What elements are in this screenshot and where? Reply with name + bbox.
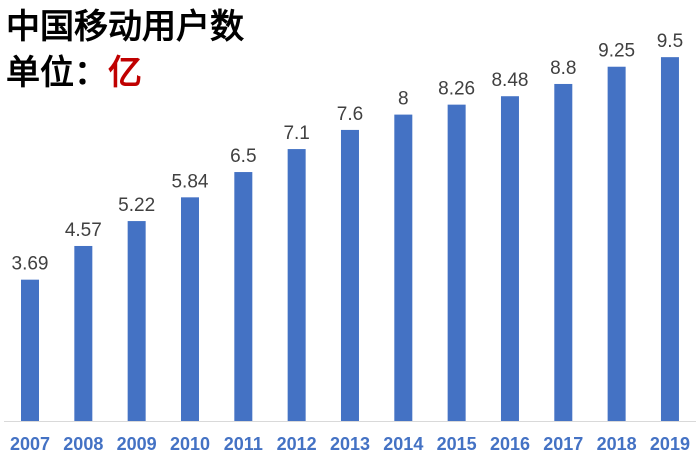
bar-2014 [394,114,413,421]
x-tick-2007: 2007 [10,434,50,454]
bar-2009 [127,221,146,421]
data-label-2011: 6.5 [230,146,256,167]
data-label-2016: 8.48 [491,70,528,91]
x-tick-2012: 2012 [277,434,317,454]
bar-2013 [340,129,359,422]
data-label-2019: 9.5 [657,31,683,52]
x-tick-2013: 2013 [330,434,370,454]
x-tick-2015: 2015 [437,434,477,454]
data-label-2015: 8.26 [438,79,475,100]
x-tick-labels: 2007 2008 2009 2010 2011 2012 2013 2014 2015 2016… [10,434,690,454]
bar-2016 [500,96,519,421]
data-label-2010: 5.84 [171,171,208,192]
unit-line: 单位：亿 [6,53,142,93]
bar-2010 [180,197,199,421]
x-tick-2011: 2011 [224,434,263,454]
bar-2007 [21,279,39,421]
bar-2017 [554,83,573,422]
bar-2011 [234,172,253,421]
data-label-2008: 4.57 [65,220,102,241]
chart-title: 中国移动用户数 [6,7,244,47]
x-tick-2014: 2014 [383,434,423,454]
data-label-2017: 8.8 [550,58,576,79]
x-tick-2016: 2016 [490,434,530,454]
x-tick-2009: 2009 [117,434,157,454]
data-label-2007: 3.69 [12,254,49,275]
bar-2018 [607,66,626,421]
x-tick-2017: 2017 [543,434,583,454]
bars-layer [21,57,679,422]
bar-2012 [287,149,306,421]
unit-label: 单位： [6,53,108,93]
data-label-2014: 8 [398,89,409,110]
bar-labels-layer: 3.69 4.57 5.22 5.84 6.5 7.1 7.6 8 8.26 8.48 8.8 9.2… [12,31,684,275]
x-tick-2008: 2008 [63,434,103,454]
x-tick-2019: 2019 [650,434,690,454]
x-tick-2010: 2010 [170,434,210,454]
data-label-2012: 7.1 [283,123,309,144]
bar-2015 [447,104,466,421]
x-tick-2018: 2018 [597,434,637,454]
data-label-2013: 7.6 [337,104,363,125]
bar-2008 [74,245,93,421]
data-label-2009: 5.22 [118,195,155,216]
bar-2019 [660,57,679,422]
data-label-2018: 9.25 [598,41,635,62]
unit-value: 亿 [108,53,142,93]
